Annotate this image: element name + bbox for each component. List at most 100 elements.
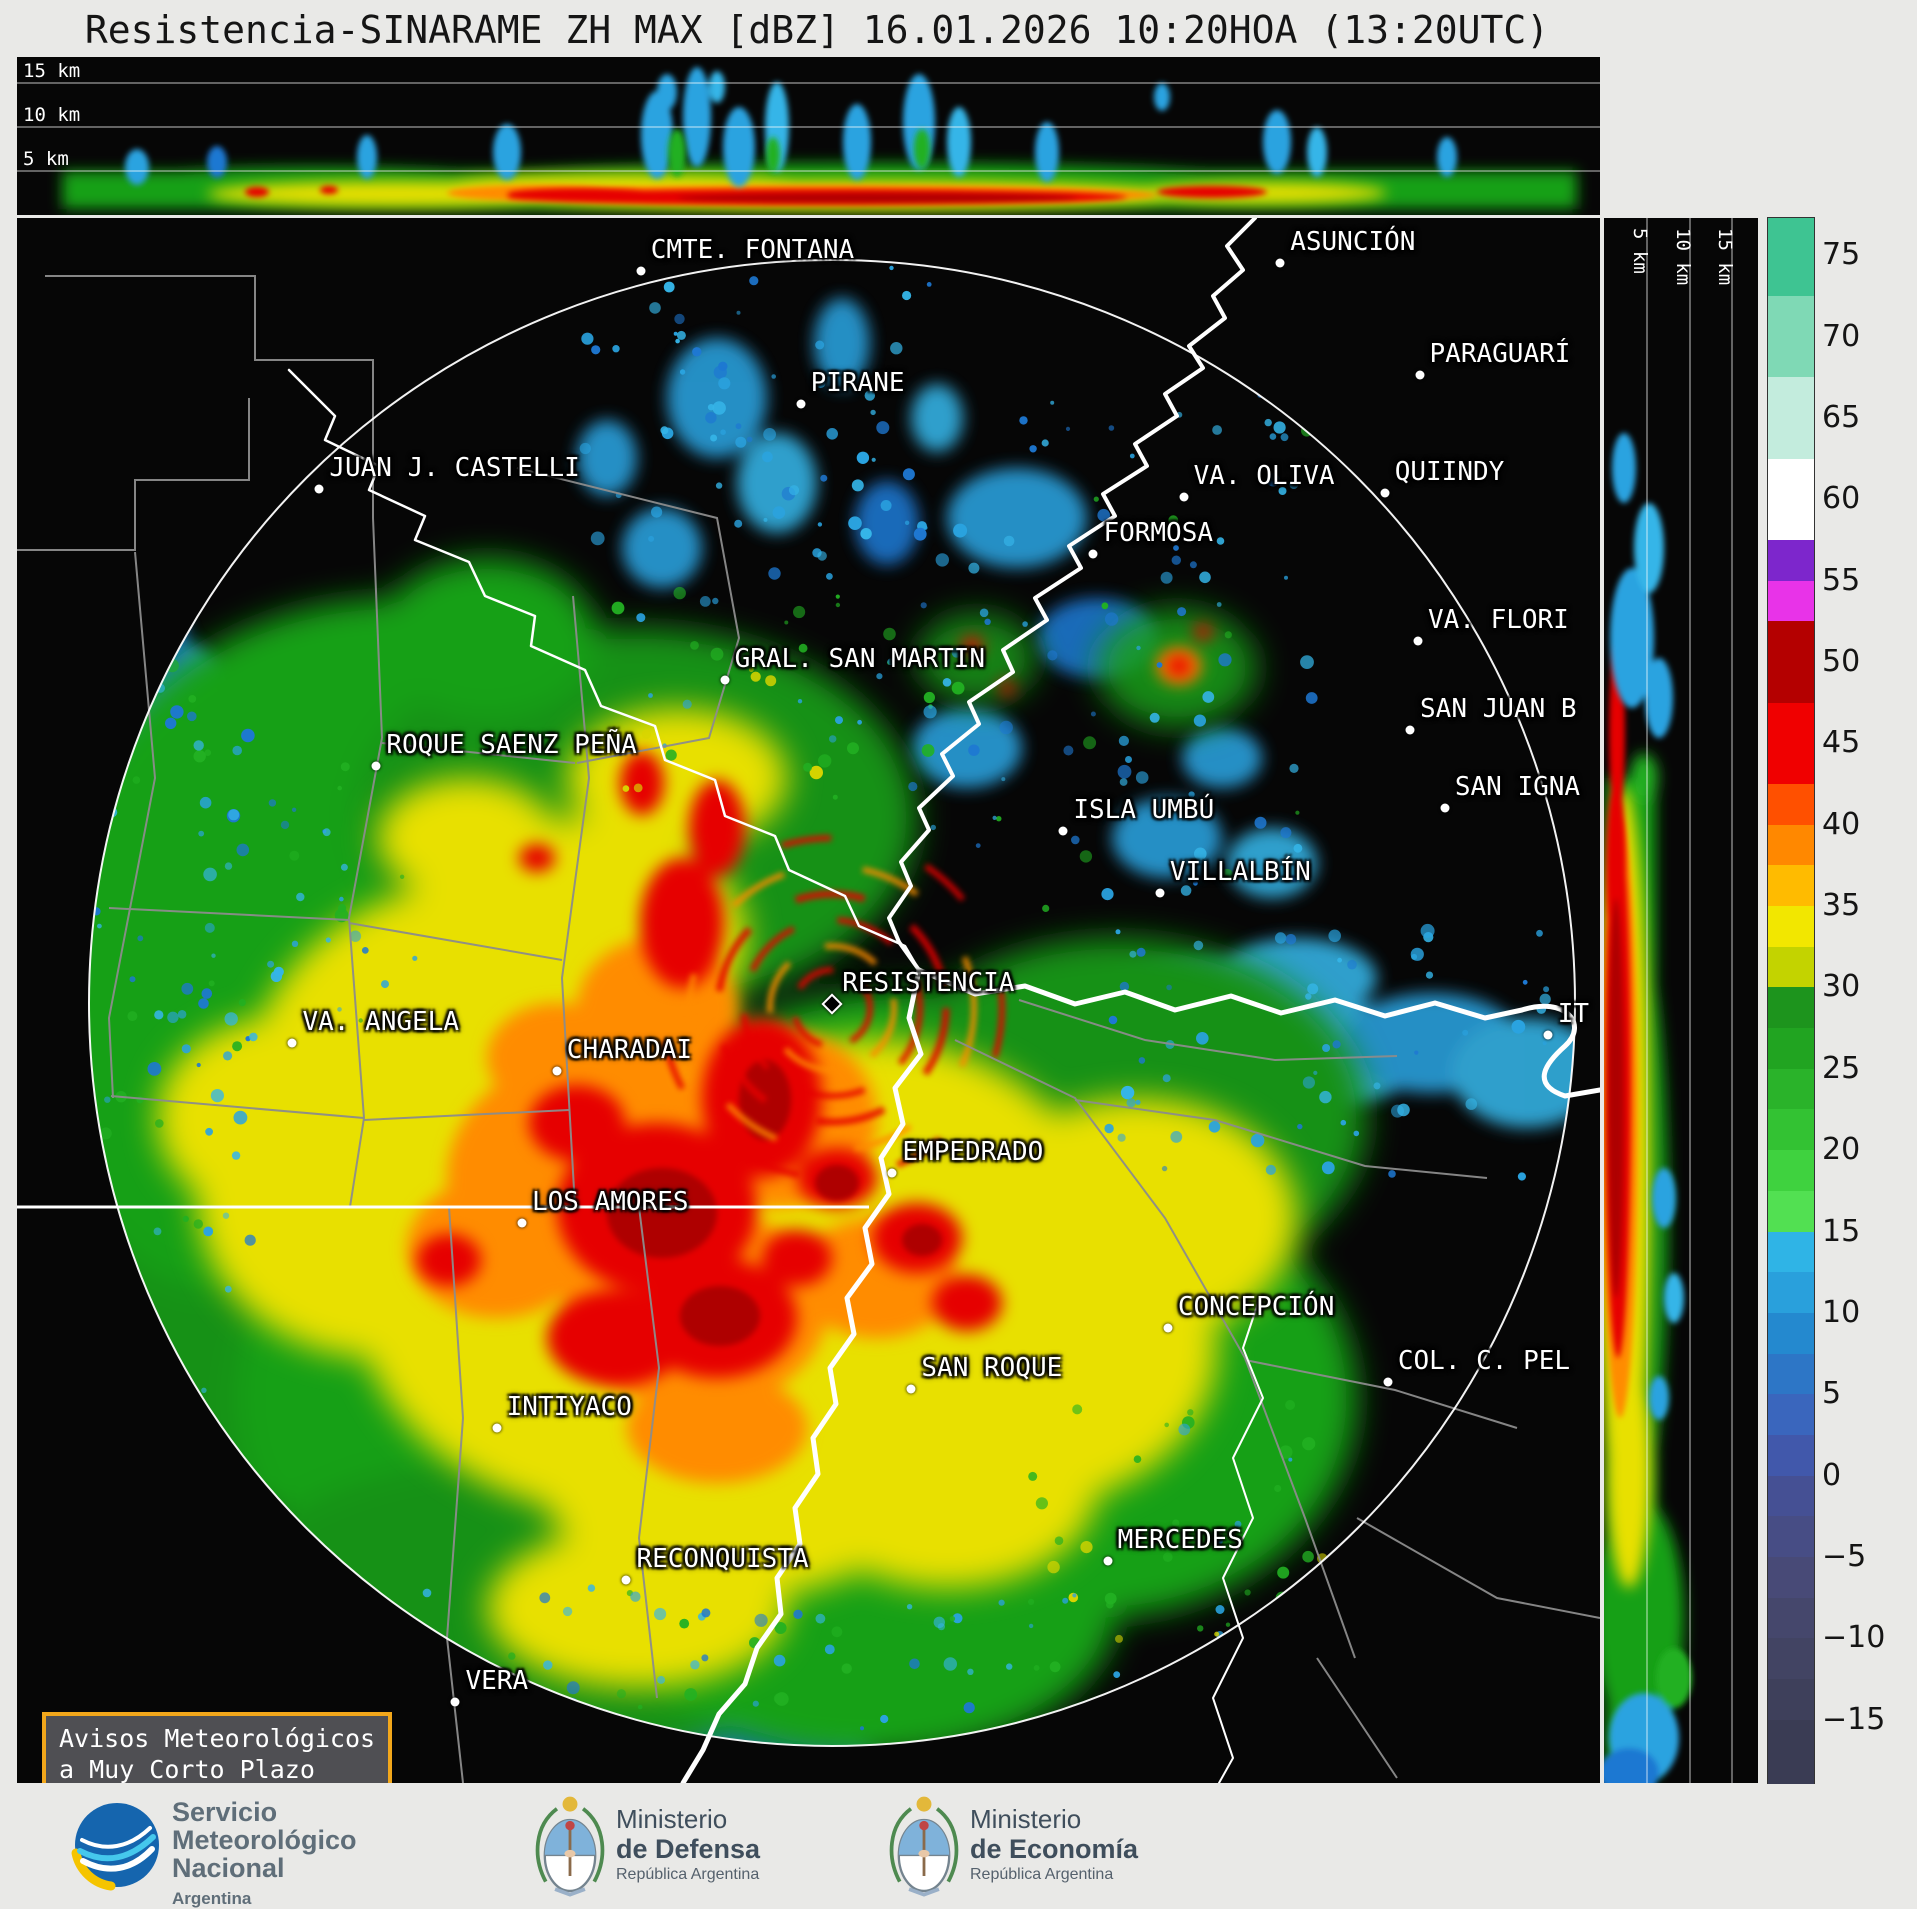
colorbar-segment <box>1768 824 1814 867</box>
alert-line-1: Avisos Meteorológicos <box>59 1724 376 1753</box>
city-label: INTIYACO <box>506 1391 632 1422</box>
city-label: MERCEDES <box>1117 1524 1243 1555</box>
colorbar-segment <box>1768 377 1814 460</box>
city-dot <box>314 484 324 494</box>
colorbar-tick: 20 <box>1822 1131 1861 1167</box>
colorbar-segment <box>1768 1353 1814 1395</box>
defensa-logo-text: Ministerio de Defensa República Argentin… <box>616 1804 760 1886</box>
city-label: SAN ROQUE <box>921 1352 1063 1383</box>
city-dot <box>1058 826 1068 836</box>
city-label: IT <box>1557 998 1590 1029</box>
city-dot <box>621 1575 631 1585</box>
colorbar-segment <box>1768 865 1814 907</box>
colorbar-tick: −5 <box>1822 1538 1867 1574</box>
height-label-5km: 5 km <box>1629 228 1651 274</box>
city-layer: CMTE. FONTANA ASUNCIÓN PIRANE PARAGUARÍ JUAN… <box>17 218 1600 1783</box>
radar-echoes <box>89 262 1575 1746</box>
economia-logo-text: Ministerio de Economía República Argenti… <box>970 1804 1138 1886</box>
city-label: SAN JUAN B <box>1420 693 1577 724</box>
smn-line-4: Argentina <box>172 1889 252 1908</box>
top-height-gridlines <box>17 82 1600 172</box>
economia-line-2: de Economía <box>970 1834 1139 1864</box>
economia-line-1: Ministerio <box>970 1804 1082 1834</box>
colorbar-segment <box>1768 296 1814 379</box>
colorbar-tick: 65 <box>1822 399 1861 435</box>
city-dot <box>492 1423 502 1433</box>
right-height-labels: 5 km 10 km 15 km <box>1629 228 1736 285</box>
city-label: COL. C. PEL <box>1397 1346 1571 1377</box>
colorbar-tick: 75 <box>1822 237 1861 273</box>
colorbar-tick: 70 <box>1822 318 1861 354</box>
colorbar-segment <box>1768 1109 1814 1151</box>
colorbar-segment <box>1768 218 1814 297</box>
city-label: LOS AMORES <box>531 1186 689 1217</box>
colorbar-segment <box>1768 1028 1814 1070</box>
right-echoes <box>1604 433 1692 1783</box>
river-paraguay <box>887 218 1257 972</box>
city-label: VERA <box>465 1665 529 1696</box>
city-dot <box>1383 1377 1393 1387</box>
alert-line-2: a Muy Corto Plazo <box>59 1755 315 1783</box>
range-circle <box>88 259 1576 1747</box>
alert-banner: Avisos Meteorológicos a Muy Corto Plazo <box>42 1712 393 1783</box>
colorbar-segment <box>1768 702 1814 785</box>
river-parana-east <box>916 967 1600 1099</box>
colorbar-tick: 40 <box>1822 806 1861 842</box>
city-label: VILLALBÍN <box>1169 856 1311 887</box>
radar-map-graphic <box>17 218 1600 1783</box>
smn-line-2: Meteorológico <box>172 1825 357 1855</box>
radar-site-marker <box>821 993 843 1015</box>
city-dot <box>517 1218 527 1228</box>
colorbar-segment <box>1768 1231 1814 1273</box>
colorbar-tick: −10 <box>1822 1620 1886 1656</box>
colorbar-segment <box>1768 1556 1814 1599</box>
colorbar-segment <box>1768 987 1814 1029</box>
dbz-colorbar <box>1767 217 1815 1784</box>
height-label-10km: 10 km <box>1672 228 1694 285</box>
colorbar-segment <box>1768 1719 1814 1784</box>
near-range-rings <box>659 835 1005 1181</box>
city-label: CONCEPCIÓN <box>1177 1291 1335 1322</box>
colorbar-segment <box>1768 540 1814 582</box>
colorbar-segment <box>1768 784 1814 826</box>
city-label: RESISTENCIA <box>842 967 1015 998</box>
city-label: FORMOSA <box>1103 518 1214 549</box>
city-label: SAN IGNA <box>1454 772 1581 802</box>
city-label: PIRANE <box>810 368 905 399</box>
defensa-line-3: República Argentina <box>616 1866 760 1883</box>
city-dot <box>1163 1323 1173 1333</box>
height-label-15km: 15 km <box>23 60 80 82</box>
river-parana-south <box>680 967 924 1783</box>
right-cross-section-graphic: 5 km 10 km 15 km <box>1604 218 1736 1783</box>
colorbar-tick: 35 <box>1822 887 1861 923</box>
colorbar-segment <box>1768 1678 1814 1721</box>
city-dot <box>552 1066 562 1076</box>
city-dot <box>371 761 381 771</box>
city-dot <box>1088 549 1098 559</box>
right-height-gridlines <box>1646 218 1733 1783</box>
colorbar-segment <box>1768 1190 1814 1233</box>
smn-logo-icon <box>71 1803 159 1891</box>
colorbar-segment <box>1768 946 1814 989</box>
city-label: JUAN J. CASTELLI <box>329 452 580 483</box>
city-label: PARAGUARÍ <box>1429 338 1571 369</box>
main-radar-panel: CMTE. FONTANA ASUNCIÓN PIRANE PARAGUARÍ JUAN… <box>17 218 1600 1783</box>
city-dot <box>720 675 730 685</box>
smn-line-3: Nacional <box>172 1853 285 1883</box>
city-label: GRAL. SAN MARTIN <box>734 643 986 674</box>
colorbar-tick: 15 <box>1822 1213 1861 1249</box>
colorbar-segment <box>1768 458 1814 541</box>
rivers <box>287 218 1600 1783</box>
city-dot <box>1543 1030 1553 1040</box>
colorbar-segment <box>1768 906 1814 948</box>
city-label: VA. ANGELA <box>302 1006 459 1037</box>
colorbar-segment <box>1768 1394 1814 1436</box>
city-label: ISLA UMBÚ <box>1073 795 1215 826</box>
city-dot <box>287 1038 297 1048</box>
city-label: ASUNCIÓN <box>1290 227 1416 258</box>
top-cross-section-panel: 15 km 10 km 5 km <box>17 57 1600 215</box>
city-dot <box>1405 725 1415 735</box>
city-label: CHARADAI <box>566 1034 693 1065</box>
colorbar-tick: 30 <box>1822 969 1861 1005</box>
